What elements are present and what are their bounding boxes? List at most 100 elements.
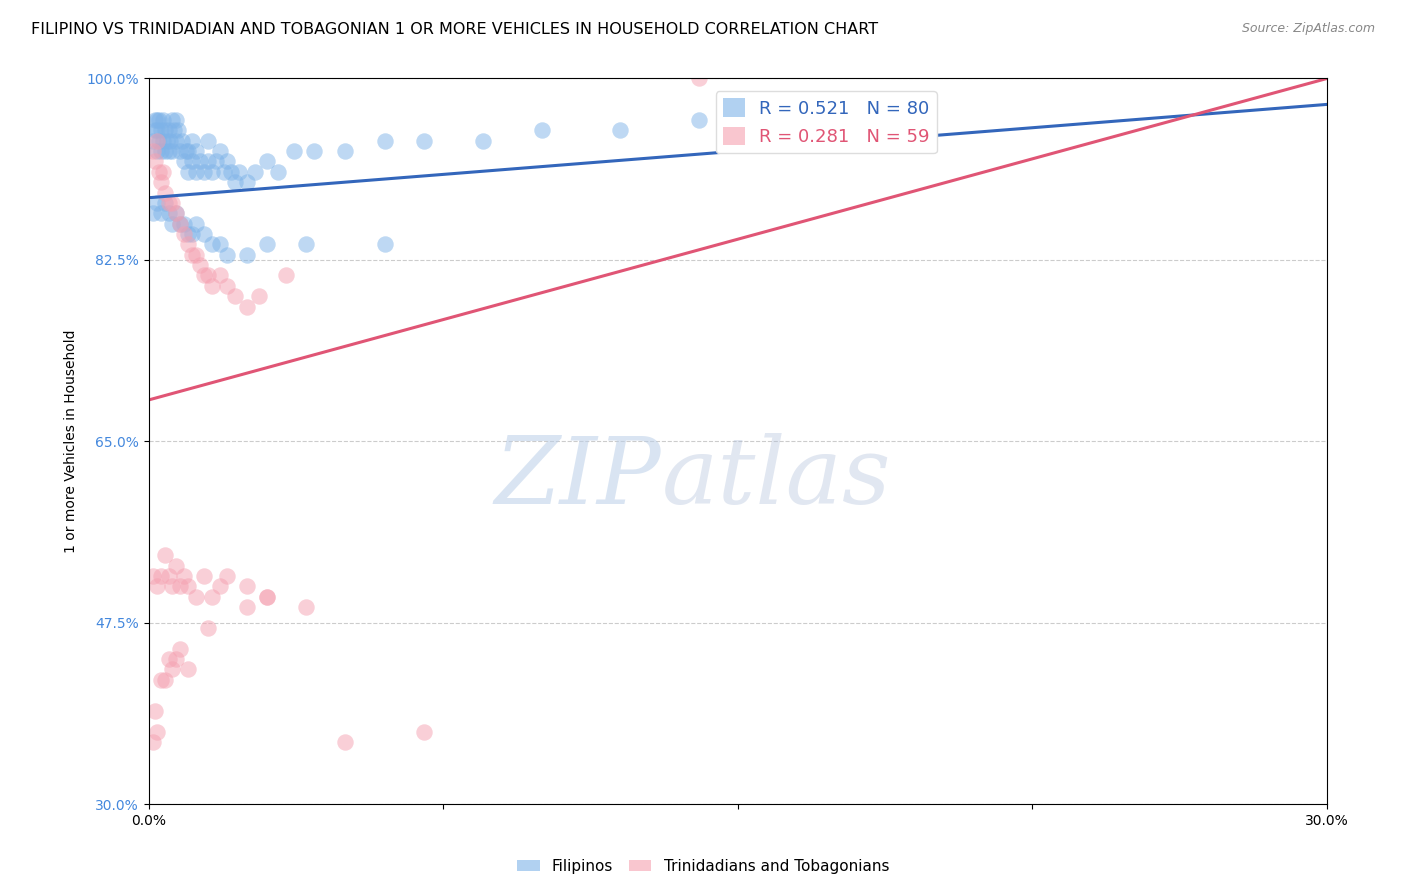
Point: [201, 237, 224, 252]
Point: [155, 134, 177, 148]
Point: [217, 278, 239, 293]
Point: [335, 735, 357, 749]
Point: [283, 144, 305, 158]
Point: [152, 112, 174, 127]
Point: [221, 165, 243, 179]
Point: [153, 673, 176, 687]
Point: [162, 580, 184, 594]
Point: [149, 673, 172, 687]
Point: [193, 268, 215, 283]
Point: [609, 123, 631, 137]
Point: [224, 175, 246, 189]
Point: [197, 154, 219, 169]
Point: [143, 704, 166, 718]
Point: [165, 558, 187, 573]
Point: [177, 165, 200, 179]
Point: [256, 237, 278, 252]
Point: [181, 134, 204, 148]
Point: [256, 590, 278, 604]
Point: [145, 724, 167, 739]
Point: [169, 580, 191, 594]
Point: [149, 569, 172, 583]
Point: [165, 112, 187, 127]
Point: [153, 549, 176, 563]
Point: [172, 134, 194, 148]
Point: [181, 154, 204, 169]
Point: [174, 144, 197, 158]
Point: [267, 165, 290, 179]
Point: [153, 123, 176, 137]
Point: [173, 154, 195, 169]
Point: [197, 621, 219, 635]
Point: [152, 134, 174, 148]
Point: [236, 300, 259, 314]
Point: [236, 600, 259, 615]
Point: [163, 123, 186, 137]
Point: [153, 186, 176, 200]
Point: [169, 144, 191, 158]
Point: [162, 217, 184, 231]
Point: [145, 195, 167, 210]
Point: [181, 248, 204, 262]
Point: [201, 590, 224, 604]
Point: [165, 134, 187, 148]
Point: [167, 123, 190, 137]
Point: [165, 206, 187, 220]
Point: [157, 123, 180, 137]
Point: [145, 144, 167, 158]
Point: [153, 144, 176, 158]
Point: [208, 268, 231, 283]
Point: [157, 652, 180, 666]
Point: [173, 217, 195, 231]
Point: [153, 195, 176, 210]
Point: [148, 165, 170, 179]
Point: [149, 144, 172, 158]
Point: [688, 71, 710, 86]
Point: [184, 165, 207, 179]
Point: [188, 258, 211, 272]
Point: [181, 227, 204, 241]
Point: [228, 165, 250, 179]
Point: [243, 165, 266, 179]
Point: [193, 227, 215, 241]
Point: [177, 580, 200, 594]
Text: ZIP: ZIP: [495, 433, 661, 523]
Point: [373, 134, 395, 148]
Point: [373, 237, 395, 252]
Point: [145, 112, 167, 127]
Point: [143, 112, 166, 127]
Point: [217, 154, 239, 169]
Point: [208, 580, 231, 594]
Point: [236, 175, 259, 189]
Point: [145, 123, 167, 137]
Point: [177, 144, 200, 158]
Point: [184, 217, 207, 231]
Point: [169, 641, 191, 656]
Point: [177, 237, 200, 252]
Text: FILIPINO VS TRINIDADIAN AND TOBAGONIAN 1 OR MORE VEHICLES IN HOUSEHOLD CORRELATI: FILIPINO VS TRINIDADIAN AND TOBAGONIAN 1…: [31, 22, 879, 37]
Point: [142, 206, 165, 220]
Point: [177, 662, 200, 676]
Point: [143, 154, 166, 169]
Point: [177, 227, 200, 241]
Point: [247, 289, 270, 303]
Point: [208, 144, 231, 158]
Point: [169, 217, 191, 231]
Point: [142, 569, 165, 583]
Point: [142, 735, 165, 749]
Point: [295, 600, 318, 615]
Point: [688, 112, 710, 127]
Point: [184, 590, 207, 604]
Point: [169, 217, 191, 231]
Point: [149, 123, 172, 137]
Point: [256, 590, 278, 604]
Point: [142, 134, 165, 148]
Point: [197, 134, 219, 148]
Point: [188, 154, 211, 169]
Point: [145, 134, 167, 148]
Point: [165, 206, 187, 220]
Point: [256, 154, 278, 169]
Point: [152, 165, 174, 179]
Point: [173, 227, 195, 241]
Point: [412, 724, 434, 739]
